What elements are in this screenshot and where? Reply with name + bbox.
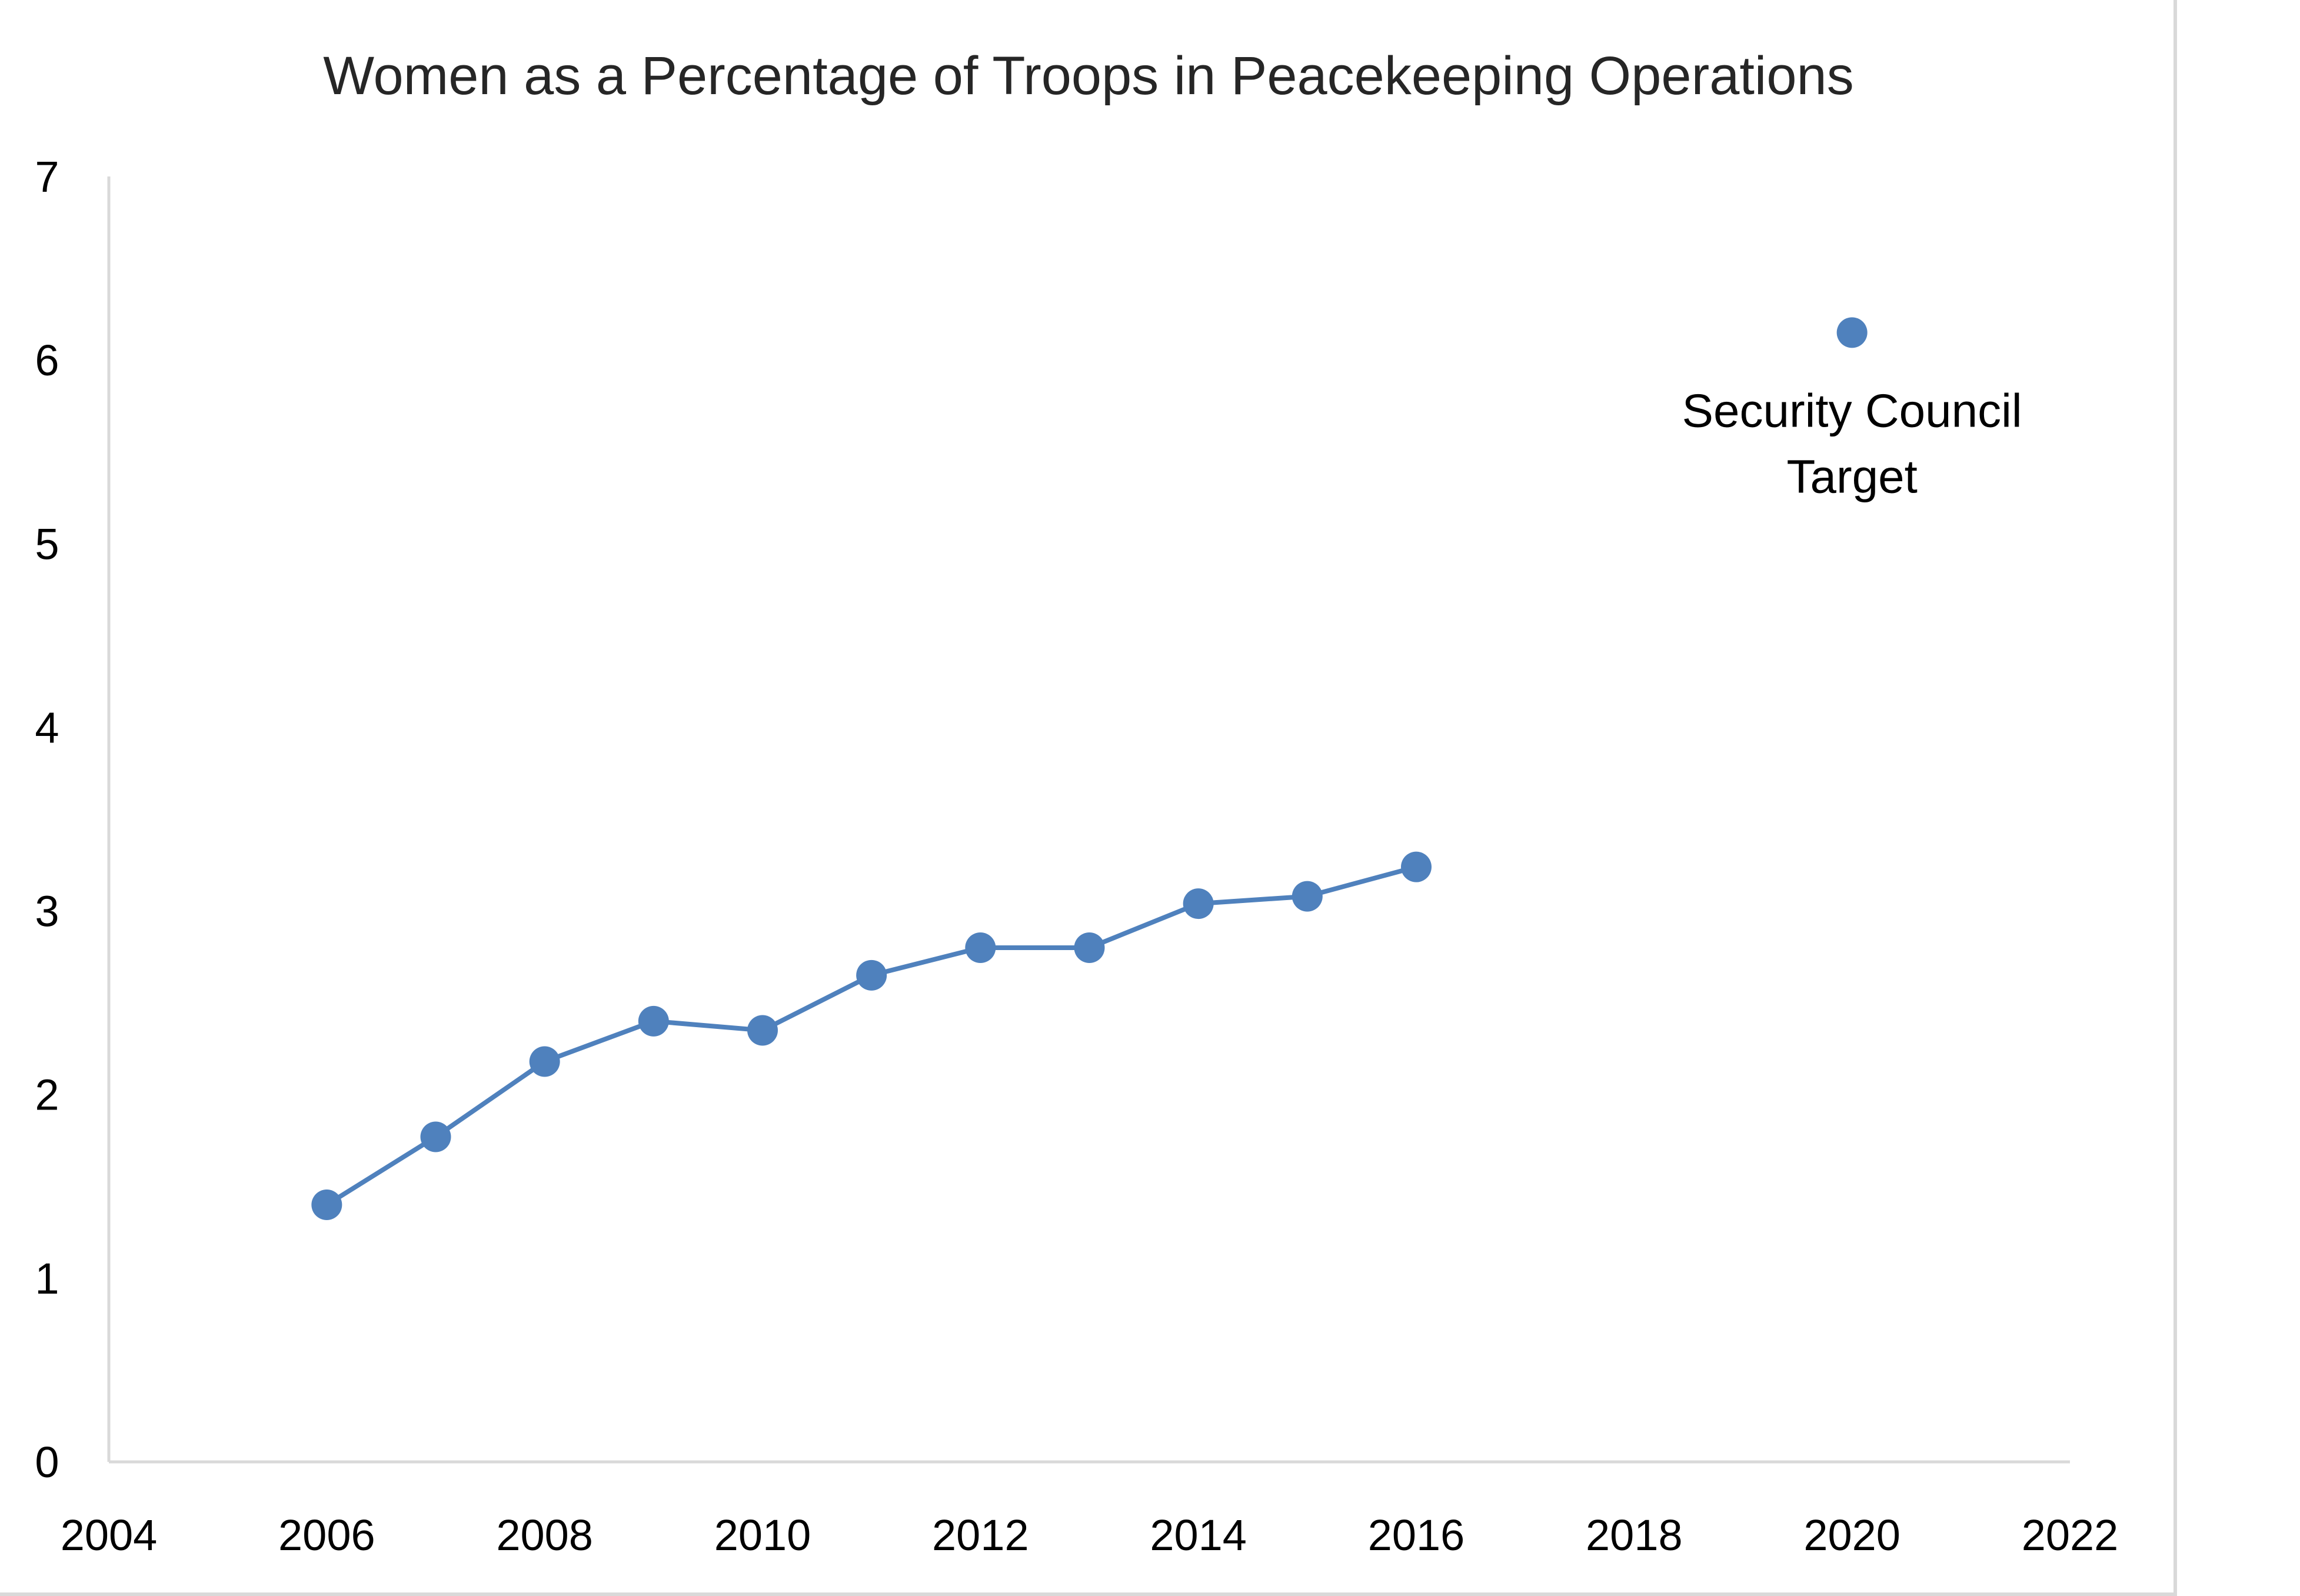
- y-tick-label: 0: [35, 1438, 59, 1487]
- series-points: [311, 317, 1868, 1220]
- annotations: Security Council Target: [1682, 384, 2022, 502]
- data-point: [965, 932, 996, 963]
- chart-title: Women as a Percentage of Troops in Peace…: [323, 46, 1853, 106]
- annotation-label: Target: [1786, 450, 1917, 502]
- series-lines: [325, 864, 1417, 1207]
- chart-frame: Women as a Percentage of Troops in Peace…: [0, 0, 2177, 1596]
- data-point: [856, 959, 887, 991]
- y-tick-label: 6: [35, 336, 59, 385]
- y-tick-label: 3: [35, 887, 59, 936]
- x-tick-label: 2006: [278, 1511, 375, 1560]
- data-point: [1401, 851, 1432, 882]
- data-point: [311, 1189, 342, 1220]
- data-point: [1292, 881, 1323, 912]
- annotation-label: Security Council: [1682, 384, 2022, 437]
- x-tick-label: 2012: [932, 1511, 1029, 1560]
- y-tick-labels: 0 1 2 3 4 5 6 7: [35, 152, 59, 1487]
- data-point: [747, 1015, 778, 1046]
- x-tick-label: 2022: [2022, 1511, 2119, 1560]
- data-point: [638, 1005, 669, 1037]
- x-tick-label: 2016: [1368, 1511, 1465, 1560]
- series-line: [325, 864, 1417, 1207]
- data-point: [1836, 317, 1868, 348]
- data-point: [420, 1121, 451, 1152]
- y-tick-label: 1: [35, 1254, 59, 1303]
- x-tick-label: 2020: [1803, 1511, 1900, 1560]
- y-tick-label: 5: [35, 519, 59, 568]
- x-tick-label: 2010: [714, 1511, 811, 1560]
- x-tick-label: 2004: [61, 1511, 158, 1560]
- y-tick-label: 7: [35, 152, 59, 201]
- x-tick-label: 2008: [496, 1511, 593, 1560]
- data-point: [529, 1046, 560, 1077]
- data-point: [1183, 888, 1214, 919]
- x-tick-label: 2018: [1586, 1511, 1683, 1560]
- x-tick-label: 2014: [1150, 1511, 1247, 1560]
- y-tick-label: 2: [35, 1071, 59, 1119]
- y-tick-label: 4: [35, 703, 59, 752]
- x-tick-labels: 2004 2006 2008 2010 2012 2014 2016 2018 2020 2022: [61, 1511, 2119, 1560]
- data-point: [1074, 932, 1105, 963]
